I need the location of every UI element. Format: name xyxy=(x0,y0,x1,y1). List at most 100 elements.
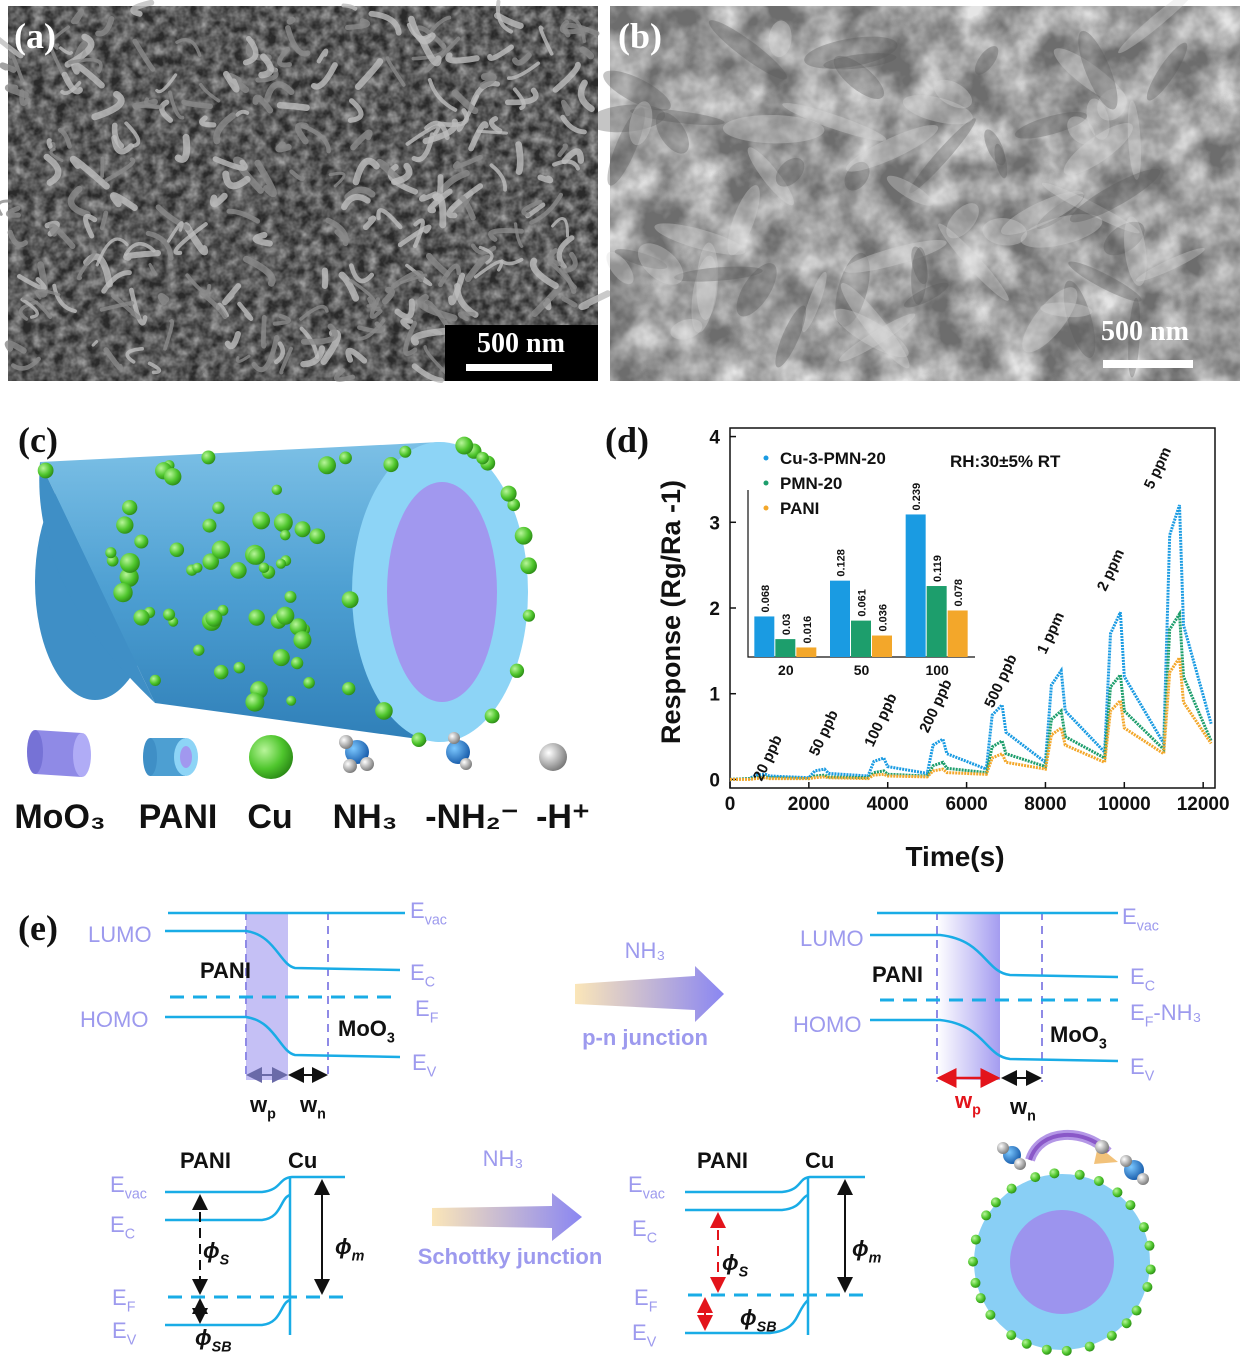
sem-flake xyxy=(802,271,827,333)
sem-fiber xyxy=(473,260,504,279)
sem-fiber xyxy=(427,188,453,214)
label-part: E xyxy=(412,1050,427,1075)
sem-fiber xyxy=(148,262,158,276)
sem-fiber xyxy=(354,58,384,90)
sem-fiber xyxy=(166,221,184,243)
sem-flake xyxy=(708,20,788,80)
sem-fiber xyxy=(99,300,135,312)
label-part: F xyxy=(430,1011,439,1027)
sem-flake xyxy=(1067,116,1095,145)
sem-fiber xyxy=(70,8,85,25)
sem-flake xyxy=(838,313,916,362)
cu-particle xyxy=(455,436,474,455)
label-part: m xyxy=(352,1249,365,1265)
cu-particle xyxy=(1142,1281,1153,1292)
sem-fiber xyxy=(147,361,162,375)
cu-particle xyxy=(339,451,352,465)
sem-flake xyxy=(1020,214,1103,248)
sem-flake xyxy=(722,114,825,144)
legend-label: PANI xyxy=(139,798,218,836)
sem-fiber xyxy=(334,229,347,241)
sem-fiber xyxy=(357,318,386,341)
band-label: wp xyxy=(954,1088,981,1119)
sem-flake xyxy=(1118,0,1198,54)
sem-fiber xyxy=(277,46,292,68)
panel-label: (d) xyxy=(605,420,649,460)
cu-particle xyxy=(230,562,247,579)
pn-diagram-after xyxy=(870,911,1119,1088)
sem-flake xyxy=(630,108,725,126)
sem-fiber xyxy=(48,223,76,250)
sem-fiber xyxy=(52,283,77,314)
sem-fiber xyxy=(347,98,364,123)
value-label: 0.036 xyxy=(878,604,890,632)
sem-fiber xyxy=(495,0,514,34)
sem-fiber xyxy=(391,162,413,186)
band-label: LUMO xyxy=(800,926,864,951)
sem-fiber xyxy=(548,248,562,267)
cu-particle xyxy=(294,521,311,538)
cu-particle xyxy=(272,649,290,667)
sem-flake xyxy=(691,255,717,333)
sem-fiber xyxy=(478,245,494,265)
sem-flake xyxy=(1014,111,1088,139)
sem-fiber xyxy=(163,319,175,351)
cu-particle xyxy=(290,656,304,670)
tube-illustration xyxy=(35,436,537,747)
value-label: 0.239 xyxy=(911,483,923,511)
sem-fiber xyxy=(563,251,578,274)
sem-fiber xyxy=(99,210,109,231)
sem-fiber xyxy=(242,35,259,66)
sem-flake xyxy=(775,157,805,187)
sem-fiber xyxy=(103,347,124,371)
sem-fiber xyxy=(60,81,82,95)
cu-particle xyxy=(383,456,399,473)
label-part: ϕ xyxy=(722,1250,739,1275)
cu-particle xyxy=(245,692,265,712)
sem-fiber xyxy=(425,36,461,73)
sem-fiber xyxy=(438,263,462,288)
sem-flake xyxy=(1128,297,1141,378)
band-label: Evac xyxy=(110,1172,147,1203)
sem-fiber xyxy=(394,298,415,320)
label-part: V xyxy=(647,1335,657,1351)
band-label: EF xyxy=(634,1285,658,1316)
sem-fiber xyxy=(521,199,543,217)
sem-flake xyxy=(938,223,1009,301)
sem-flake xyxy=(606,251,634,285)
label-part: S xyxy=(220,1253,230,1269)
sem-fiber xyxy=(91,90,125,121)
cu-particle xyxy=(303,677,315,689)
cu-particle xyxy=(1021,1338,1032,1349)
label-part: HOMO xyxy=(80,1007,148,1032)
sem-fiber xyxy=(289,169,306,181)
label-part: PANI xyxy=(180,1148,231,1173)
label-part: F xyxy=(649,1300,658,1316)
cu-particle xyxy=(201,450,216,465)
note: RH:30±5% RT xyxy=(950,452,1061,471)
sem-fiber xyxy=(440,169,470,193)
band-label: EC xyxy=(1130,964,1155,995)
bar xyxy=(947,610,968,657)
sem-fiber xyxy=(295,122,309,145)
series-line xyxy=(730,653,1213,781)
inset-axes xyxy=(747,490,975,658)
sem-fiber xyxy=(83,213,98,239)
band-label: PANI xyxy=(872,962,923,987)
sem-fiber xyxy=(21,296,53,319)
sem-fiber xyxy=(68,57,103,74)
sem-fiber xyxy=(20,297,39,319)
sem-fiber xyxy=(95,237,129,267)
annotation: 200 ppb xyxy=(916,677,955,736)
cu-particle xyxy=(1061,1345,1072,1356)
label-part: C xyxy=(125,1227,135,1243)
cu-particle xyxy=(507,498,521,512)
annotation: 2 ppm xyxy=(1094,546,1128,593)
band-label: Cu xyxy=(805,1148,834,1173)
sem-fiber xyxy=(275,141,292,153)
sem-fiber xyxy=(397,224,432,248)
sem-flake xyxy=(696,242,719,320)
series-line xyxy=(729,504,1213,781)
sem-fiber xyxy=(279,346,293,375)
sem-flake xyxy=(614,249,668,270)
